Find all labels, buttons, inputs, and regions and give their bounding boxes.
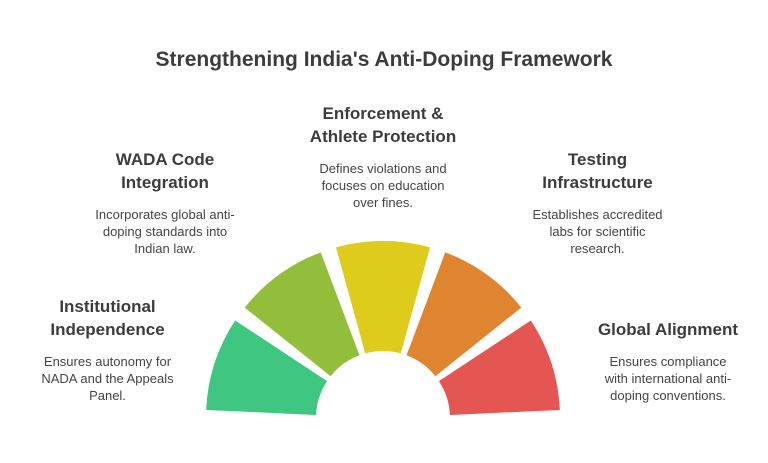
segment-institutional-independence xyxy=(206,320,328,415)
segment-enforcement-athlete-protection xyxy=(336,241,430,354)
heading-line: WADA Code xyxy=(115,150,215,169)
desc-line: with international anti- xyxy=(604,371,732,386)
desc-line: Panel. xyxy=(89,388,126,403)
heading-line: Global Alignment xyxy=(597,320,739,339)
heading-line: Athlete Protection xyxy=(309,127,457,146)
segment-wada-code-integration xyxy=(244,252,360,377)
desc-line: Ensures autonomy for xyxy=(43,354,172,369)
desc-line: Defines violations and xyxy=(319,161,447,176)
block-wada-code-integration: WADA Code Integration Incorporates globa… xyxy=(80,148,250,257)
desc-line: doping conventions. xyxy=(610,388,726,403)
heading-testing-infrastructure: Testing Infrastructure xyxy=(510,148,685,194)
desc-line: Ensures compliance xyxy=(609,354,727,369)
segment-global-alignment xyxy=(438,320,560,415)
desc-testing-infrastructure: Establishes accredited labs for scientif… xyxy=(510,206,685,257)
heading-line: Infrastructure xyxy=(542,173,653,192)
desc-line: Incorporates global anti- xyxy=(95,207,235,222)
heading-line: Institutional xyxy=(59,297,156,316)
desc-wada-code-integration: Incorporates global anti- doping standar… xyxy=(80,206,250,257)
desc-line: Establishes accredited xyxy=(532,207,663,222)
heading-global-alignment: Global Alignment xyxy=(578,318,758,341)
diagram-title: Strengthening India's Anti-Doping Framew… xyxy=(155,48,613,71)
block-institutional-independence: Institutional Independence Ensures auton… xyxy=(20,295,195,404)
desc-line: over fines. xyxy=(353,195,413,210)
desc-line: doping standards into xyxy=(102,224,228,239)
desc-line: focuses on education xyxy=(321,178,445,193)
desc-institutional-independence: Ensures autonomy for NADA and the Appeal… xyxy=(20,353,195,404)
desc-line: Indian law. xyxy=(134,241,196,256)
heading-enforcement-athlete-protection: Enforcement & Athlete Protection xyxy=(288,102,478,148)
desc-line: labs for scientific xyxy=(549,224,646,239)
heading-line: Testing xyxy=(567,150,628,169)
heading-wada-code-integration: WADA Code Integration xyxy=(80,148,250,194)
desc-global-alignment: Ensures compliance with international an… xyxy=(578,353,758,404)
heading-institutional-independence: Institutional Independence xyxy=(20,295,195,341)
desc-enforcement-athlete-protection: Defines violations and focuses on educat… xyxy=(288,160,478,211)
heading-line: Integration xyxy=(121,173,209,192)
block-testing-infrastructure: Testing Infrastructure Establishes accre… xyxy=(510,148,685,257)
desc-line: NADA and the Appeals xyxy=(41,371,174,386)
desc-line: research. xyxy=(570,241,625,256)
heading-line: Enforcement & xyxy=(322,104,444,123)
block-enforcement-athlete-protection: Enforcement & Athlete Protection Defines… xyxy=(288,102,478,211)
block-global-alignment: Global Alignment Ensures compliance with… xyxy=(578,318,758,404)
heading-line: Independence xyxy=(50,320,165,339)
segment-testing-infrastructure xyxy=(406,252,522,377)
